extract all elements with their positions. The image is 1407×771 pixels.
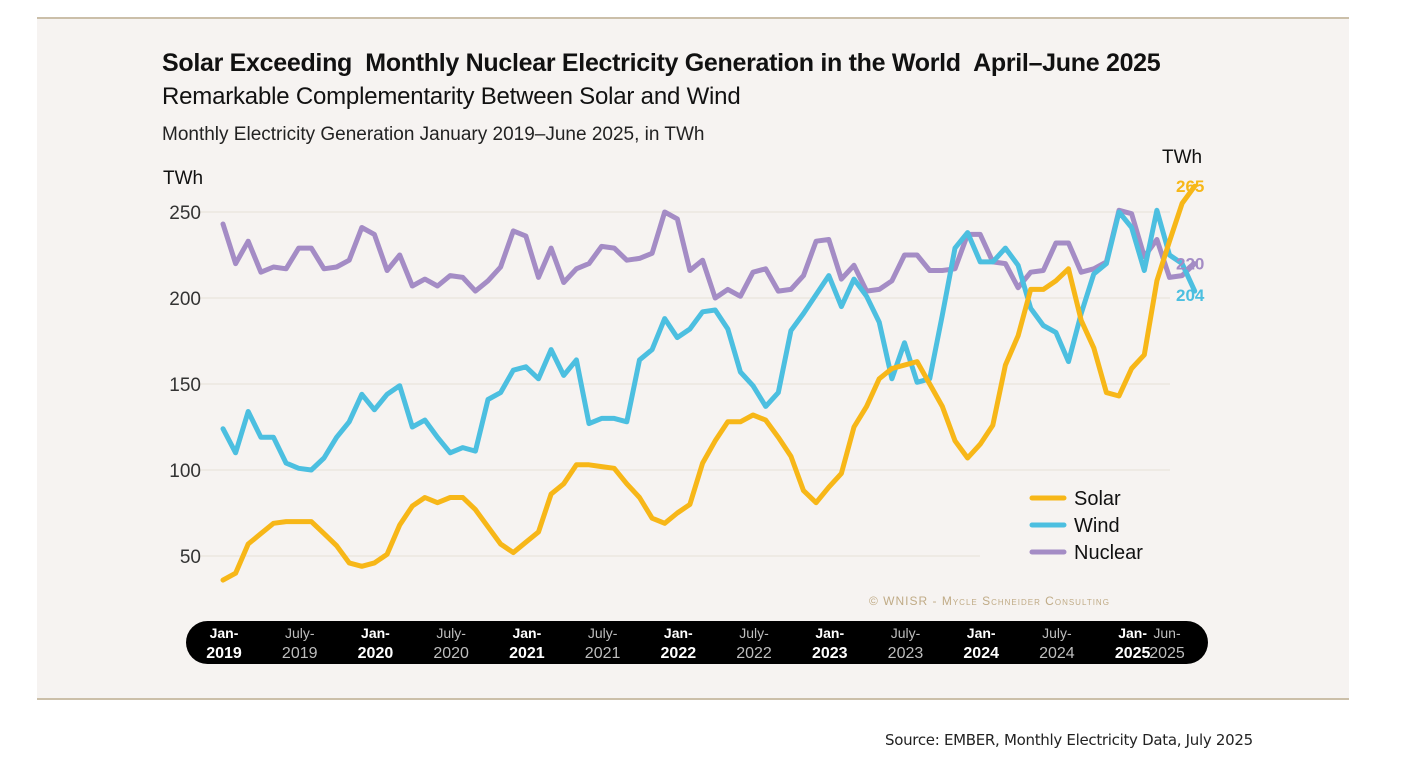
y-tick-label: 200 [169,289,201,310]
x-tick-label-month: July- [588,625,618,641]
x-tick-label-month: Jan- [815,625,844,641]
end-label-wind: 204 [1176,286,1205,305]
x-tick-label-month: Jun- [1153,625,1181,641]
series-line-nuclear [220,207,1198,301]
x-tick-label-year: 2022 [736,645,772,662]
x-tick-label-year: 2023 [812,645,848,662]
x-tick-label-year: 2019 [282,645,318,662]
x-tick-label-year: 2020 [433,645,469,662]
y-tick-label: 50 [180,547,201,568]
x-tick-label-month: Jan- [1118,625,1147,641]
x-tick-label-year: 2024 [963,645,999,662]
end-label-nuclear: 220 [1176,255,1204,274]
x-tick-label-month: July- [739,625,769,641]
x-tick-label-year: 2021 [509,645,545,662]
x-tick-label-month: July- [1042,625,1072,641]
copyright-notice: © WNISR - Mycle Schneider Consulting [869,594,1110,608]
legend-label-solar: Solar [1074,488,1121,510]
x-tick-label-month: Jan- [512,625,541,641]
x-tick-label-month: July- [436,625,466,641]
x-tick-label-year: 2023 [888,645,924,662]
chart-caption: Monthly Electricity Generation January 2… [162,124,705,145]
legend-label-wind: Wind [1074,515,1120,537]
source-note: Source: EMBER, Monthly Electricity Data,… [885,731,1253,749]
x-tick-label-year: 2024 [1039,645,1075,662]
x-axis-band [186,621,1208,664]
x-tick-label-year: 2025 [1115,645,1151,662]
series-line-solar [220,183,1198,583]
series-line-wind [220,207,1198,473]
end-label-solar: 265 [1176,177,1204,196]
x-tick-label-month: Jan- [361,625,390,641]
x-tick-label-month: Jan- [210,625,239,641]
chart-title: Solar Exceeding Monthly Nuclear Electric… [162,49,1161,77]
y-tick-label: 150 [169,375,201,396]
chart-subtitle: Remarkable Complementarity Between Solar… [162,83,741,110]
chart-panel [37,17,1349,700]
x-tick-label-year: 2019 [206,645,242,662]
x-tick-label-year: 2025 [1149,645,1185,662]
x-tick-label-month: Jan- [967,625,996,641]
x-tick-label-month: July- [891,625,921,641]
x-tick-label-month: July- [285,625,315,641]
legend-label-nuclear: Nuclear [1074,542,1143,564]
x-tick-label-year: 2021 [585,645,621,662]
y-tick-label: 250 [169,203,201,224]
y-axis-label-right: TWh [1162,147,1202,168]
y-axis-label: TWh [163,168,203,189]
x-tick-label-year: 2022 [661,645,697,662]
y-tick-label: 100 [169,461,201,482]
x-tick-label-year: 2020 [358,645,394,662]
x-tick-label-month: Jan- [664,625,693,641]
